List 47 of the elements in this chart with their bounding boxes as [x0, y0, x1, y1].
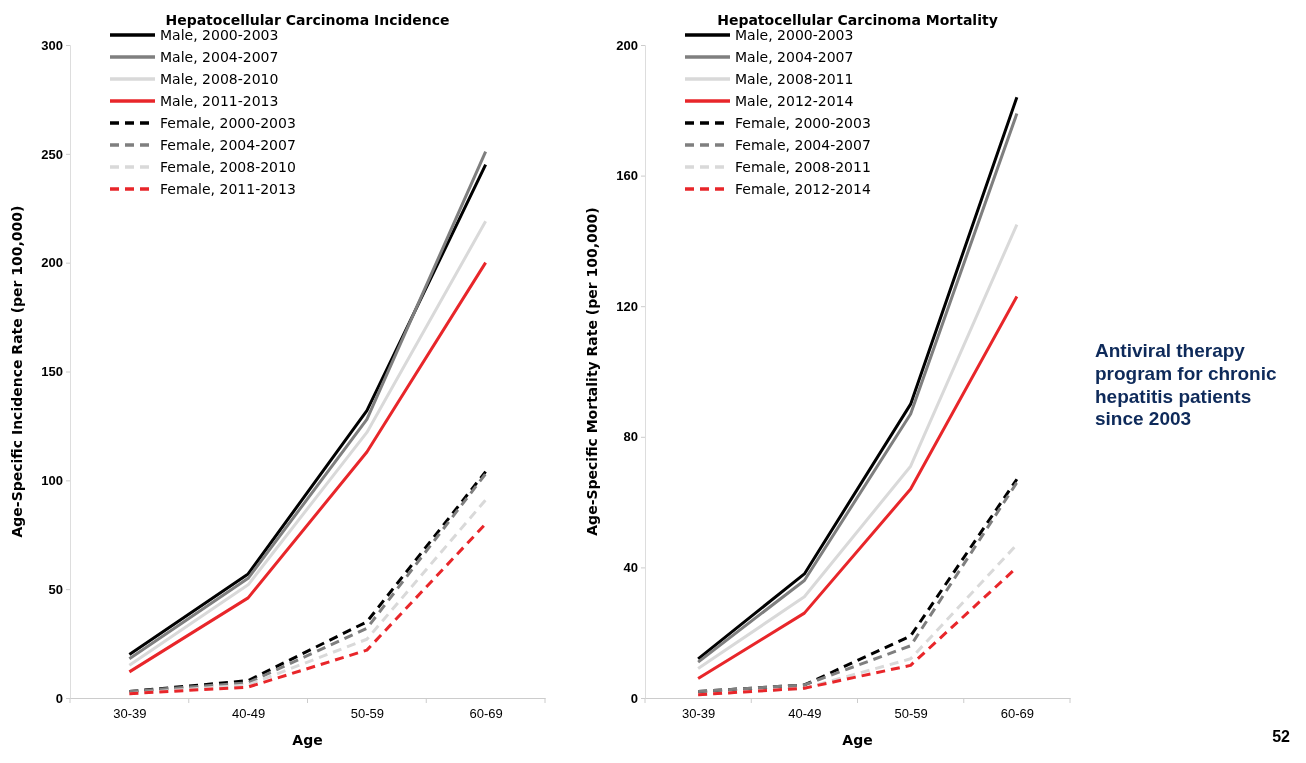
legend-label: Male, 2000-2003	[735, 27, 854, 43]
y-tick-label: 0	[55, 690, 63, 706]
legend-label: Female, 2008-2011	[735, 159, 871, 175]
legend-label: Male, 2004-2007	[735, 49, 854, 65]
y-axis-title: Age-Specific Mortality Rate (per 100,000)	[584, 207, 600, 536]
y-tick-label: 80	[623, 429, 638, 445]
x-tick-label: 40-49	[232, 705, 266, 721]
x-tick-label: 30-39	[682, 705, 716, 721]
legend-label: Male, 2008-2010	[160, 71, 279, 87]
x-tick-label: 60-69	[1000, 705, 1034, 721]
y-tick-label: 200	[616, 37, 638, 53]
y-tick-label: 0	[630, 690, 638, 706]
x-tick-label: 50-59	[894, 705, 928, 721]
legend-label: Male, 2000-2003	[160, 27, 279, 43]
x-tick-label: 40-49	[788, 705, 822, 721]
legend-label: Female, 2008-2010	[160, 159, 296, 175]
legend-label: Female, 2004-2007	[735, 137, 871, 153]
legend-label: Female, 2011-2013	[160, 181, 296, 197]
legend-label: Male, 2011-2013	[160, 93, 279, 109]
y-tick-label: 160	[616, 168, 638, 184]
legend-label: Female, 2000-2003	[160, 115, 296, 131]
x-tick-label: 30-39	[113, 705, 147, 721]
y-tick-label: 200	[41, 255, 63, 271]
y-tick-label: 120	[616, 298, 638, 314]
legend-label: Female, 2004-2007	[160, 137, 296, 153]
legend-label: Male, 2008-2011	[735, 71, 854, 87]
text: 52	[1272, 728, 1291, 745]
legend-label: Female, 2012-2014	[735, 181, 871, 197]
y-tick-label: 150	[41, 364, 63, 380]
chart-title: Hepatocellular Carcinoma Incidence	[165, 12, 450, 28]
x-axis-title: Age	[292, 732, 323, 748]
x-tick-label: 60-69	[469, 705, 503, 721]
line-series	[696, 294, 1019, 680]
legend-label: Male, 2012-2014	[735, 93, 854, 109]
y-tick-label: 250	[41, 146, 63, 162]
line-series	[696, 223, 1019, 671]
x-tick-label: 50-59	[350, 705, 384, 721]
y-tick-label: 100	[41, 472, 63, 488]
legend-label: Male, 2004-2007	[160, 49, 279, 65]
y-tick-label: 300	[41, 37, 63, 53]
legend-label: Female, 2000-2003	[735, 115, 871, 131]
y-axis-title: Age-Specific Incidence Rate (per 100,000)	[9, 205, 25, 538]
y-tick-label: 50	[48, 581, 63, 597]
y-tick-label: 40	[623, 560, 638, 576]
x-axis-title: Age	[842, 732, 873, 748]
text: Antiviral therapy program for chronic hepatitis patients since 2003	[1095, 340, 1278, 432]
chart-title: Hepatocellular Carcinoma Mortality	[717, 12, 998, 28]
